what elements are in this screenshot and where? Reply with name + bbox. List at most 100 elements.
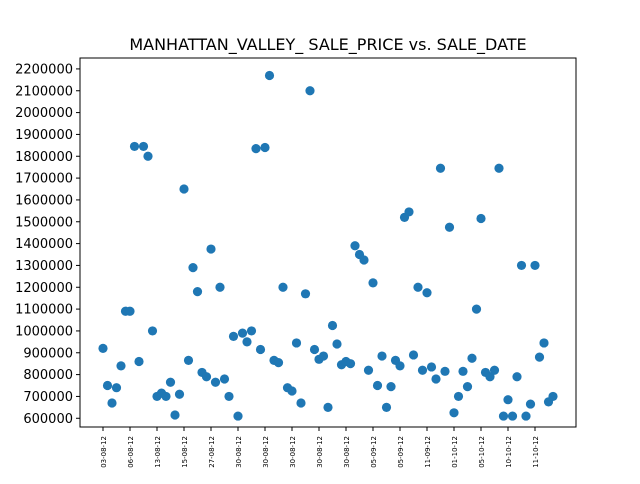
data-point: [116, 361, 126, 371]
x-tick-label: 30-08-12: [289, 436, 297, 468]
data-point: [368, 278, 378, 288]
data-point: [174, 389, 185, 399]
y-tick-label: 700000: [23, 390, 73, 405]
data-point: [318, 351, 329, 361]
data-point: [210, 377, 221, 387]
data-point: [192, 287, 203, 297]
x-tick-label: 06-08-12: [127, 436, 135, 468]
data-point: [206, 244, 216, 254]
y-tick-label: 1400000: [15, 237, 73, 252]
data-point: [224, 391, 234, 402]
data-point: [440, 366, 450, 376]
x-tick-label: 30-08-12: [316, 436, 324, 468]
data-point: [395, 361, 405, 371]
data-point: [332, 339, 342, 349]
data-point: [102, 380, 113, 391]
data-point: [201, 372, 212, 382]
y-tick-label: 1900000: [15, 128, 73, 143]
data-point: [237, 328, 248, 338]
data-point: [300, 289, 311, 299]
data-point: [134, 356, 144, 367]
x-tick-label: 05-09-12: [397, 436, 405, 468]
y-tick-label: 600000: [23, 412, 73, 427]
data-point: [305, 86, 315, 96]
x-tick-label: 05-10-12: [478, 436, 486, 468]
y-tick-label: 1000000: [15, 324, 73, 339]
data-point: [417, 365, 428, 375]
data-point: [426, 362, 437, 372]
data-point: [386, 382, 396, 392]
y-tick-label: 1700000: [15, 172, 73, 187]
data-point: [129, 141, 140, 152]
data-point: [422, 288, 432, 298]
x-tick-label: 30-08-12: [235, 436, 243, 468]
data-point: [381, 402, 392, 412]
data-point: [287, 386, 297, 396]
chart-title: MANHATTAN_VALLEY_ SALE_PRICE vs. SALE_DA…: [129, 35, 526, 55]
data-point: [458, 366, 468, 376]
plot-area: 600000 700000 800000 900000 1000000 1100000 12…: [15, 57, 577, 468]
data-point: [246, 326, 257, 336]
data-point: [539, 338, 549, 348]
plot-frame: [79, 57, 577, 428]
data-point: [413, 282, 423, 292]
data-point: [372, 380, 383, 391]
data-point: [323, 402, 333, 412]
data-point: [498, 411, 509, 421]
data-point: [138, 141, 149, 152]
data-point: [228, 331, 239, 341]
y-tick-label: 800000: [23, 368, 73, 383]
data-point: [435, 163, 446, 173]
data-point: [431, 374, 441, 384]
x-tick-label: 11-10-12: [532, 436, 540, 468]
data-point: [165, 377, 176, 387]
data-point: [548, 391, 558, 402]
data-point: [251, 144, 261, 154]
y-tick-label: 1300000: [15, 259, 73, 274]
data-point: [273, 357, 284, 368]
data-point: [215, 282, 225, 292]
data-point: [503, 395, 513, 405]
data-point: [404, 207, 414, 217]
data-point: [309, 344, 320, 355]
x-tick-label: 05-09-12: [370, 436, 378, 468]
data-point: [327, 320, 338, 331]
x-tick-label: 13-08-12: [154, 436, 162, 468]
data-point: [188, 263, 198, 273]
data-point: [107, 398, 117, 408]
data-point: [296, 398, 306, 408]
y-tick-label: 2200000: [15, 62, 73, 77]
data-point: [444, 222, 455, 232]
data-point: [255, 344, 266, 355]
x-tick-label: 30-08-12: [262, 436, 270, 468]
x-tick-label: 11-09-12: [424, 436, 432, 468]
data-point: [489, 365, 500, 375]
data-point: [170, 410, 180, 420]
y-tick-label: 1100000: [15, 303, 73, 318]
data-point: [525, 399, 536, 409]
data-point: [125, 306, 135, 316]
data-point: [449, 408, 459, 418]
data-point: [516, 260, 527, 271]
x-tick-label: 01-10-12: [451, 436, 459, 468]
y-tick-label: 1200000: [15, 281, 73, 296]
y-tick-label: 1600000: [15, 193, 73, 208]
y-tick-label: 1800000: [15, 150, 73, 165]
data-point: [345, 359, 356, 369]
x-tick-label: 15-08-12: [181, 436, 189, 468]
data-point: [476, 213, 486, 224]
data-point: [494, 163, 504, 173]
data-point: [350, 241, 360, 251]
data-point: [242, 337, 252, 347]
y-tick-label: 2000000: [15, 106, 73, 121]
data-point: [260, 142, 270, 153]
data-point: [534, 352, 545, 362]
data-point: [111, 383, 122, 393]
x-tick-label: 03-08-12: [100, 436, 108, 468]
data-point: [359, 255, 369, 265]
y-tick-label: 2100000: [15, 84, 73, 99]
x-tick-label: 30-08-12: [343, 436, 351, 468]
data-point: [453, 391, 464, 402]
